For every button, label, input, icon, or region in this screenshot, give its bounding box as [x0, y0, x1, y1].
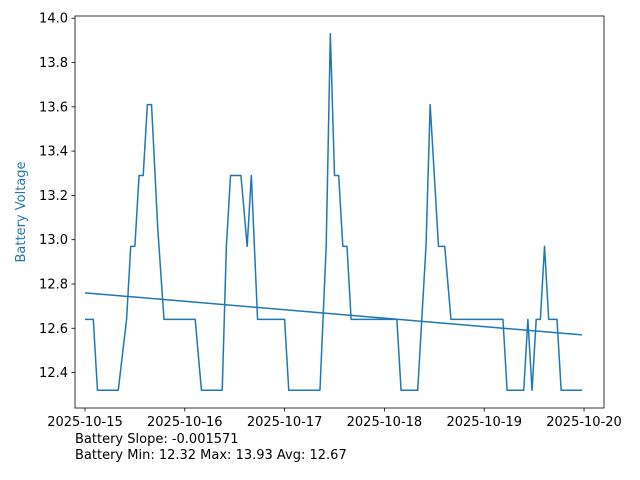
axes-frame: [74, 15, 605, 409]
x-tick-label: 2025-10-18: [347, 415, 423, 430]
x-tick-label: 2025-10-20: [546, 415, 622, 430]
plot-area: [74, 15, 605, 409]
battery-slope-text: Battery Slope: -0.001571: [75, 432, 239, 447]
y-axis-label: Battery Voltage: [14, 161, 29, 262]
trend-line: [84, 292, 583, 336]
battery-minmax-text: Battery Min: 12.32 Max: 13.93 Avg: 12.67: [75, 448, 347, 463]
x-tick-label: 2025-10-19: [446, 415, 522, 430]
x-axis-ticks: 2025-10-15 2025-10-16 2025-10-17 2025-10-18…: [47, 408, 622, 430]
x-tick-label: 2025-10-16: [147, 415, 223, 430]
y-axis-ticks: 12.4 12.6 12.8 13.0 13.2 13.4 13.6 13.8 14.0: [39, 12, 75, 381]
x-tick-label: 2025-10-15: [47, 415, 123, 430]
battery-voltage-line: [84, 32, 582, 392]
x-tick-label: 2025-10-17: [247, 415, 323, 430]
y-tick-label: 12.4: [39, 366, 68, 381]
y-tick-label: 13.8: [39, 56, 68, 71]
y-tick-label: 12.6: [39, 322, 68, 337]
y-tick-label: 12.8: [39, 277, 68, 292]
y-tick-label: 13.6: [39, 100, 68, 115]
y-tick-label: 13.2: [39, 189, 68, 204]
y-tick-label: 14.0: [39, 12, 68, 27]
y-tick-label: 13.0: [39, 233, 68, 248]
stats-block: Battery Slope: -0.001571 Battery Min: 12…: [75, 432, 347, 464]
y-tick-label: 13.4: [39, 145, 68, 160]
